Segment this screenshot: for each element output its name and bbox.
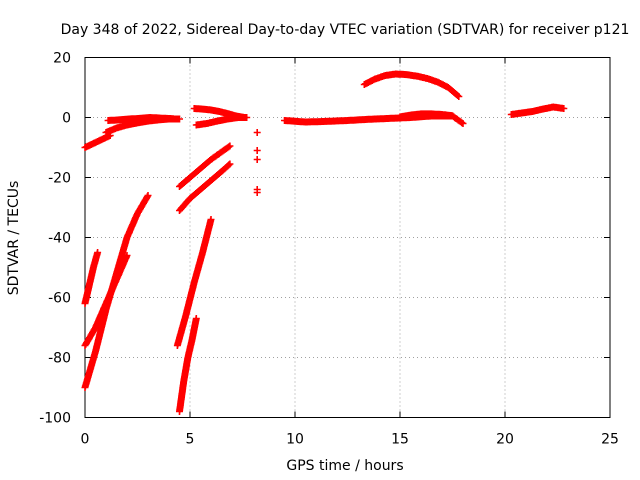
series-arc-early-top: [104, 114, 177, 124]
series-late-rise: [507, 103, 568, 118]
point-mark: [104, 114, 177, 124]
series-long-flat-upper: [396, 110, 456, 121]
point-mark: [81, 249, 102, 307]
point-mark: [396, 110, 456, 121]
point-mark: [81, 192, 152, 391]
marks: [81, 70, 568, 415]
y-axis-label: SDTVAR / TECUs: [6, 181, 22, 296]
point-mark: [176, 142, 234, 190]
series-steep-a: [81, 249, 102, 307]
y-tick-label: -100: [39, 411, 71, 427]
series-mid-lower: [176, 160, 234, 214]
series-arc-top: [360, 70, 463, 100]
x-tick-label: 15: [391, 432, 409, 448]
y-tick-label: -80: [48, 351, 71, 367]
x-axis-label: GPS time / hours: [286, 458, 403, 474]
point-mark: [507, 103, 568, 118]
y-tick-label: -60: [48, 291, 71, 307]
x-tick-label: 10: [286, 432, 304, 448]
ticks: [84, 57, 611, 418]
series-steep-c: [81, 192, 152, 391]
chart-title: Day 348 of 2022, Sidereal Day-to-day VTE…: [61, 22, 630, 38]
series-scattered: [253, 129, 261, 196]
series-arc-early-low: [81, 132, 114, 151]
point-mark: [360, 70, 463, 100]
point-mark: [176, 315, 200, 415]
series-arc-six-b: [192, 114, 251, 129]
x-tick-label: 5: [186, 432, 195, 448]
y-tick-label: 20: [53, 51, 71, 67]
x-tick-label: 0: [81, 432, 90, 448]
series-mid-upper: [176, 142, 234, 190]
point-mark: [253, 129, 261, 196]
point-mark: [176, 160, 234, 214]
x-tick-label: 25: [601, 432, 619, 448]
point-mark: [173, 216, 215, 349]
point-mark: [81, 132, 114, 151]
point-mark: [192, 114, 251, 129]
y-tick-label: -40: [48, 231, 71, 247]
series-steep-e: [176, 315, 200, 415]
y-tick-label: 0: [62, 111, 71, 127]
y-tick-label: -20: [48, 171, 71, 187]
x-tick-label: 20: [496, 432, 514, 448]
series-steep-d: [173, 216, 215, 349]
tick-labels: 0 5 10 15 20 25 -100 -80 -60 -40 -20 0 20: [39, 51, 619, 448]
